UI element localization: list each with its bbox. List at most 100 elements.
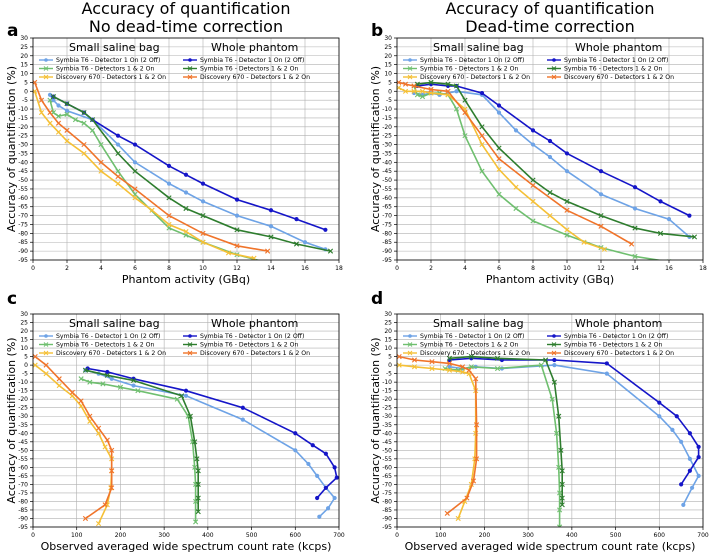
data-point xyxy=(130,377,137,384)
legend-marker xyxy=(187,350,193,356)
y-tick-label: -85 xyxy=(382,507,392,514)
data-point xyxy=(306,461,311,467)
data-point xyxy=(547,138,553,144)
legend-label: Symbia T6 - Detectors 1 & 2 On xyxy=(564,66,663,73)
data-point xyxy=(200,213,206,219)
data-point xyxy=(187,413,193,419)
legend-label: Symbia T6 - Detector 1 On (2 Off) xyxy=(56,57,160,64)
legend-marker xyxy=(187,74,193,80)
y-tick-label: -80 xyxy=(18,498,28,505)
data-point xyxy=(468,354,474,360)
data-point xyxy=(200,199,206,204)
data-point xyxy=(479,141,485,148)
data-point xyxy=(234,227,240,233)
x-tick-label: 600 xyxy=(290,532,302,539)
legend-header-small: Small saline bag xyxy=(69,317,160,330)
data-point xyxy=(559,495,565,501)
legend-label: Discovery 670 - Detectors 1 & 2 On xyxy=(56,350,166,357)
data-point xyxy=(629,241,635,247)
y-tick-label: -55 xyxy=(18,456,28,463)
y-tick-label: 5 xyxy=(24,354,28,361)
data-point xyxy=(327,248,334,254)
data-point xyxy=(679,482,684,487)
y-tick-label: -80 xyxy=(382,230,392,237)
data-point xyxy=(240,405,245,410)
data-point xyxy=(33,354,38,360)
data-point xyxy=(559,502,565,508)
data-point xyxy=(293,241,300,247)
data-point xyxy=(195,495,201,501)
legend-header-small: Small saline bag xyxy=(433,41,524,54)
data-point xyxy=(47,92,53,97)
legend-label: Symbia T6 - Detector 1 On (2 Off) xyxy=(420,57,524,64)
data-point xyxy=(454,89,459,94)
data-point xyxy=(455,515,461,522)
data-point xyxy=(38,97,45,103)
data-point xyxy=(200,181,206,186)
data-point xyxy=(81,150,87,157)
series-line xyxy=(80,378,197,522)
data-point xyxy=(687,468,692,473)
data-point xyxy=(115,133,121,138)
y-tick-label: -5 xyxy=(386,371,392,378)
y-tick-label: -60 xyxy=(382,464,392,471)
x-axis-label: Phantom activity (GBq) xyxy=(122,273,250,286)
data-point xyxy=(547,154,553,160)
y-tick-label: 15 xyxy=(384,337,392,344)
x-tick-label: 18 xyxy=(335,265,343,272)
y-tick-label: 10 xyxy=(384,345,392,352)
data-point xyxy=(98,141,104,148)
x-tick-label: 8 xyxy=(531,265,535,272)
y-tick-label: -40 xyxy=(18,430,28,437)
data-point xyxy=(102,502,108,508)
data-point xyxy=(632,206,638,211)
x-tick-label: 6 xyxy=(497,265,501,272)
data-point xyxy=(82,367,89,373)
x-tick-label: 18 xyxy=(699,265,707,272)
data-point xyxy=(459,364,466,370)
x-tick-label: 200 xyxy=(115,532,127,539)
data-point xyxy=(315,473,320,478)
data-point xyxy=(104,437,110,443)
data-point xyxy=(95,425,102,431)
data-point xyxy=(334,475,339,480)
data-point xyxy=(470,478,477,484)
data-point xyxy=(496,156,502,162)
data-point xyxy=(81,141,87,148)
data-point xyxy=(598,169,604,174)
x-tick-label: 2 xyxy=(429,265,433,272)
legend-marker xyxy=(551,350,557,356)
y-tick-label: -15 xyxy=(382,388,392,395)
data-point xyxy=(55,129,62,135)
x-tick-label: 4 xyxy=(463,265,467,272)
legend-label: Symbia T6 - Detector 1 On (2 Off) xyxy=(56,333,160,340)
legend-marker xyxy=(408,58,412,62)
y-tick-label: 20 xyxy=(20,328,28,335)
data-point xyxy=(459,369,466,375)
data-point xyxy=(315,495,320,501)
data-point xyxy=(200,230,206,236)
legend-label: Symbia T6 - Detectors 1 & 2 On xyxy=(420,342,519,349)
y-tick-label: 15 xyxy=(20,62,28,69)
data-point xyxy=(496,103,502,108)
y-tick-label: -50 xyxy=(382,447,392,454)
data-point xyxy=(43,371,49,377)
data-point xyxy=(183,172,189,177)
y-tick-label: -80 xyxy=(18,230,28,237)
data-point xyxy=(462,110,468,116)
y-tick-label: -35 xyxy=(18,150,28,157)
x-tick-label: 700 xyxy=(697,532,709,539)
data-point xyxy=(601,246,607,252)
data-point xyxy=(479,133,485,139)
data-point xyxy=(411,83,417,89)
y-tick-label: 15 xyxy=(20,337,28,344)
legend-marker xyxy=(44,334,48,338)
legend-header-small: Small saline bag xyxy=(69,41,160,54)
data-point xyxy=(681,502,686,507)
data-point xyxy=(691,234,698,240)
data-point xyxy=(109,376,114,381)
data-point xyxy=(115,173,121,180)
x-tick-label: 16 xyxy=(665,265,673,272)
data-point xyxy=(268,224,274,229)
